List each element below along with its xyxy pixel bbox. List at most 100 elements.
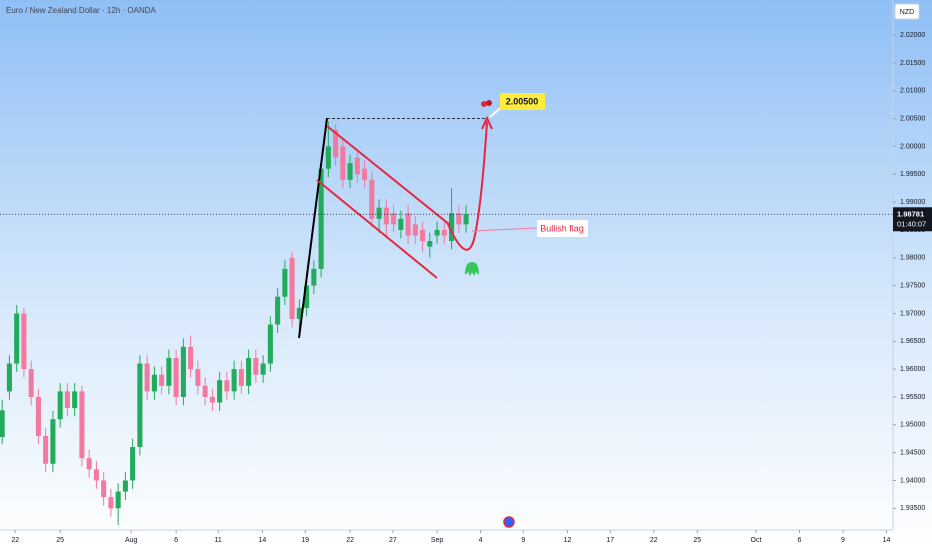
x-tick-label: 25 — [56, 537, 64, 544]
candle-body — [202, 385, 208, 397]
currency-box[interactable] — [894, 3, 920, 20]
candle-body — [260, 363, 266, 375]
y-tick-label: 2.00500 — [900, 115, 925, 122]
y-tick-label: 1.96500 — [900, 338, 925, 345]
candle-body — [398, 218, 404, 230]
y-tick-label: 1.98000 — [900, 255, 925, 262]
candle-body — [369, 179, 375, 219]
x-tick-label: Aug — [125, 537, 138, 544]
y-tick-label: 1.94000 — [900, 477, 925, 484]
candle-body — [427, 241, 433, 247]
candle-body — [43, 435, 49, 464]
candle-body — [50, 419, 56, 464]
candle-body — [64, 391, 70, 409]
x-tick-label: 27 — [389, 537, 397, 544]
candle-body — [180, 346, 186, 397]
candle-body — [108, 497, 114, 509]
candle-body — [347, 163, 353, 180]
candle-body — [188, 346, 194, 370]
cherry-icon — [486, 100, 492, 106]
candle-body — [296, 307, 302, 320]
candle-body — [304, 285, 310, 308]
candle-body — [173, 357, 179, 397]
x-tick-label: 6 — [174, 537, 178, 544]
candle-body — [391, 213, 397, 225]
candle-body — [0, 410, 5, 438]
candle-body — [253, 357, 259, 375]
candle-body — [354, 157, 360, 175]
y-tick-label: 1.96000 — [900, 366, 925, 373]
candle-body — [449, 213, 455, 242]
y-tick-label: 2.01000 — [900, 88, 925, 95]
x-tick-label: 25 — [693, 537, 701, 544]
candle-body — [311, 268, 317, 286]
y-tick-label: 2.00000 — [900, 143, 925, 150]
y-tick-label: 1.93500 — [900, 505, 925, 512]
candle-body — [115, 491, 121, 509]
candle-body — [101, 480, 107, 498]
candle-body — [28, 369, 34, 397]
candle-body — [463, 214, 469, 225]
candle-body — [21, 313, 27, 370]
y-tick-label: 1.97000 — [900, 310, 925, 317]
flag-lower — [316, 179, 438, 279]
candle-body — [159, 374, 165, 386]
candle-body — [35, 396, 41, 436]
x-tick-label: 9 — [521, 537, 525, 544]
y-tick-label: 1.99500 — [900, 171, 925, 178]
candle-body — [224, 380, 230, 392]
x-tick-label: 6 — [798, 537, 802, 544]
x-tick-label: 9 — [841, 537, 845, 544]
candle-body — [362, 168, 368, 180]
candle-body — [420, 229, 426, 242]
ghost-icon — [465, 262, 479, 276]
candle-body — [57, 391, 63, 420]
chart-title: Euro / New Zealand Dollar · 12h · OANDA — [6, 6, 157, 15]
candle-body — [318, 168, 324, 269]
y-tick-label: 1.97500 — [900, 282, 925, 289]
x-tick-label: 19 — [301, 537, 309, 544]
candle-body — [441, 229, 447, 236]
candle-body — [14, 313, 20, 364]
candle-body — [412, 224, 418, 236]
candle-body — [122, 480, 128, 492]
y-tick-label: 2.02000 — [900, 32, 925, 39]
candle-body — [246, 357, 252, 386]
x-tick-label: 4 — [479, 537, 483, 544]
event-marker[interactable] — [503, 516, 515, 528]
candle-body — [456, 213, 462, 225]
x-tick-label: 14 — [883, 537, 891, 544]
candle-body — [93, 469, 99, 481]
candle-body — [275, 296, 281, 325]
x-tick-label: Sep — [431, 537, 444, 544]
target-box — [500, 93, 545, 110]
price-tag-countdown: 01:40:07 — [897, 219, 926, 228]
candle-body — [231, 369, 237, 392]
projection-arrow — [481, 115, 493, 130]
flag-upper — [326, 125, 451, 226]
x-tick-label: 22 — [346, 537, 354, 544]
cherry-icon — [481, 101, 487, 107]
target-label: 2.00500 — [506, 96, 539, 106]
candle-body — [137, 363, 143, 448]
x-tick-label: 22 — [650, 537, 658, 544]
candle-body — [238, 369, 244, 386]
x-tick-label: 11 — [215, 537, 222, 544]
pattern-box — [537, 220, 588, 237]
plot — [0, 121, 469, 525]
x-tick-label: 12 — [564, 537, 572, 544]
currency: NZD — [900, 9, 914, 16]
y-tick-label: 1.95000 — [900, 422, 925, 429]
y-tick-label: 2.01500 — [900, 60, 925, 67]
x-tick-label: Oct — [751, 537, 762, 544]
y-tick-label: 1.94500 — [900, 449, 925, 456]
candle-body — [217, 380, 223, 403]
candle-body — [340, 146, 346, 180]
pattern-label: Bullish flag — [540, 223, 584, 233]
y-tick-label: 1.99000 — [900, 199, 925, 206]
candle-body — [151, 374, 157, 392]
candle-body — [434, 229, 440, 236]
label-connector — [471, 227, 538, 232]
